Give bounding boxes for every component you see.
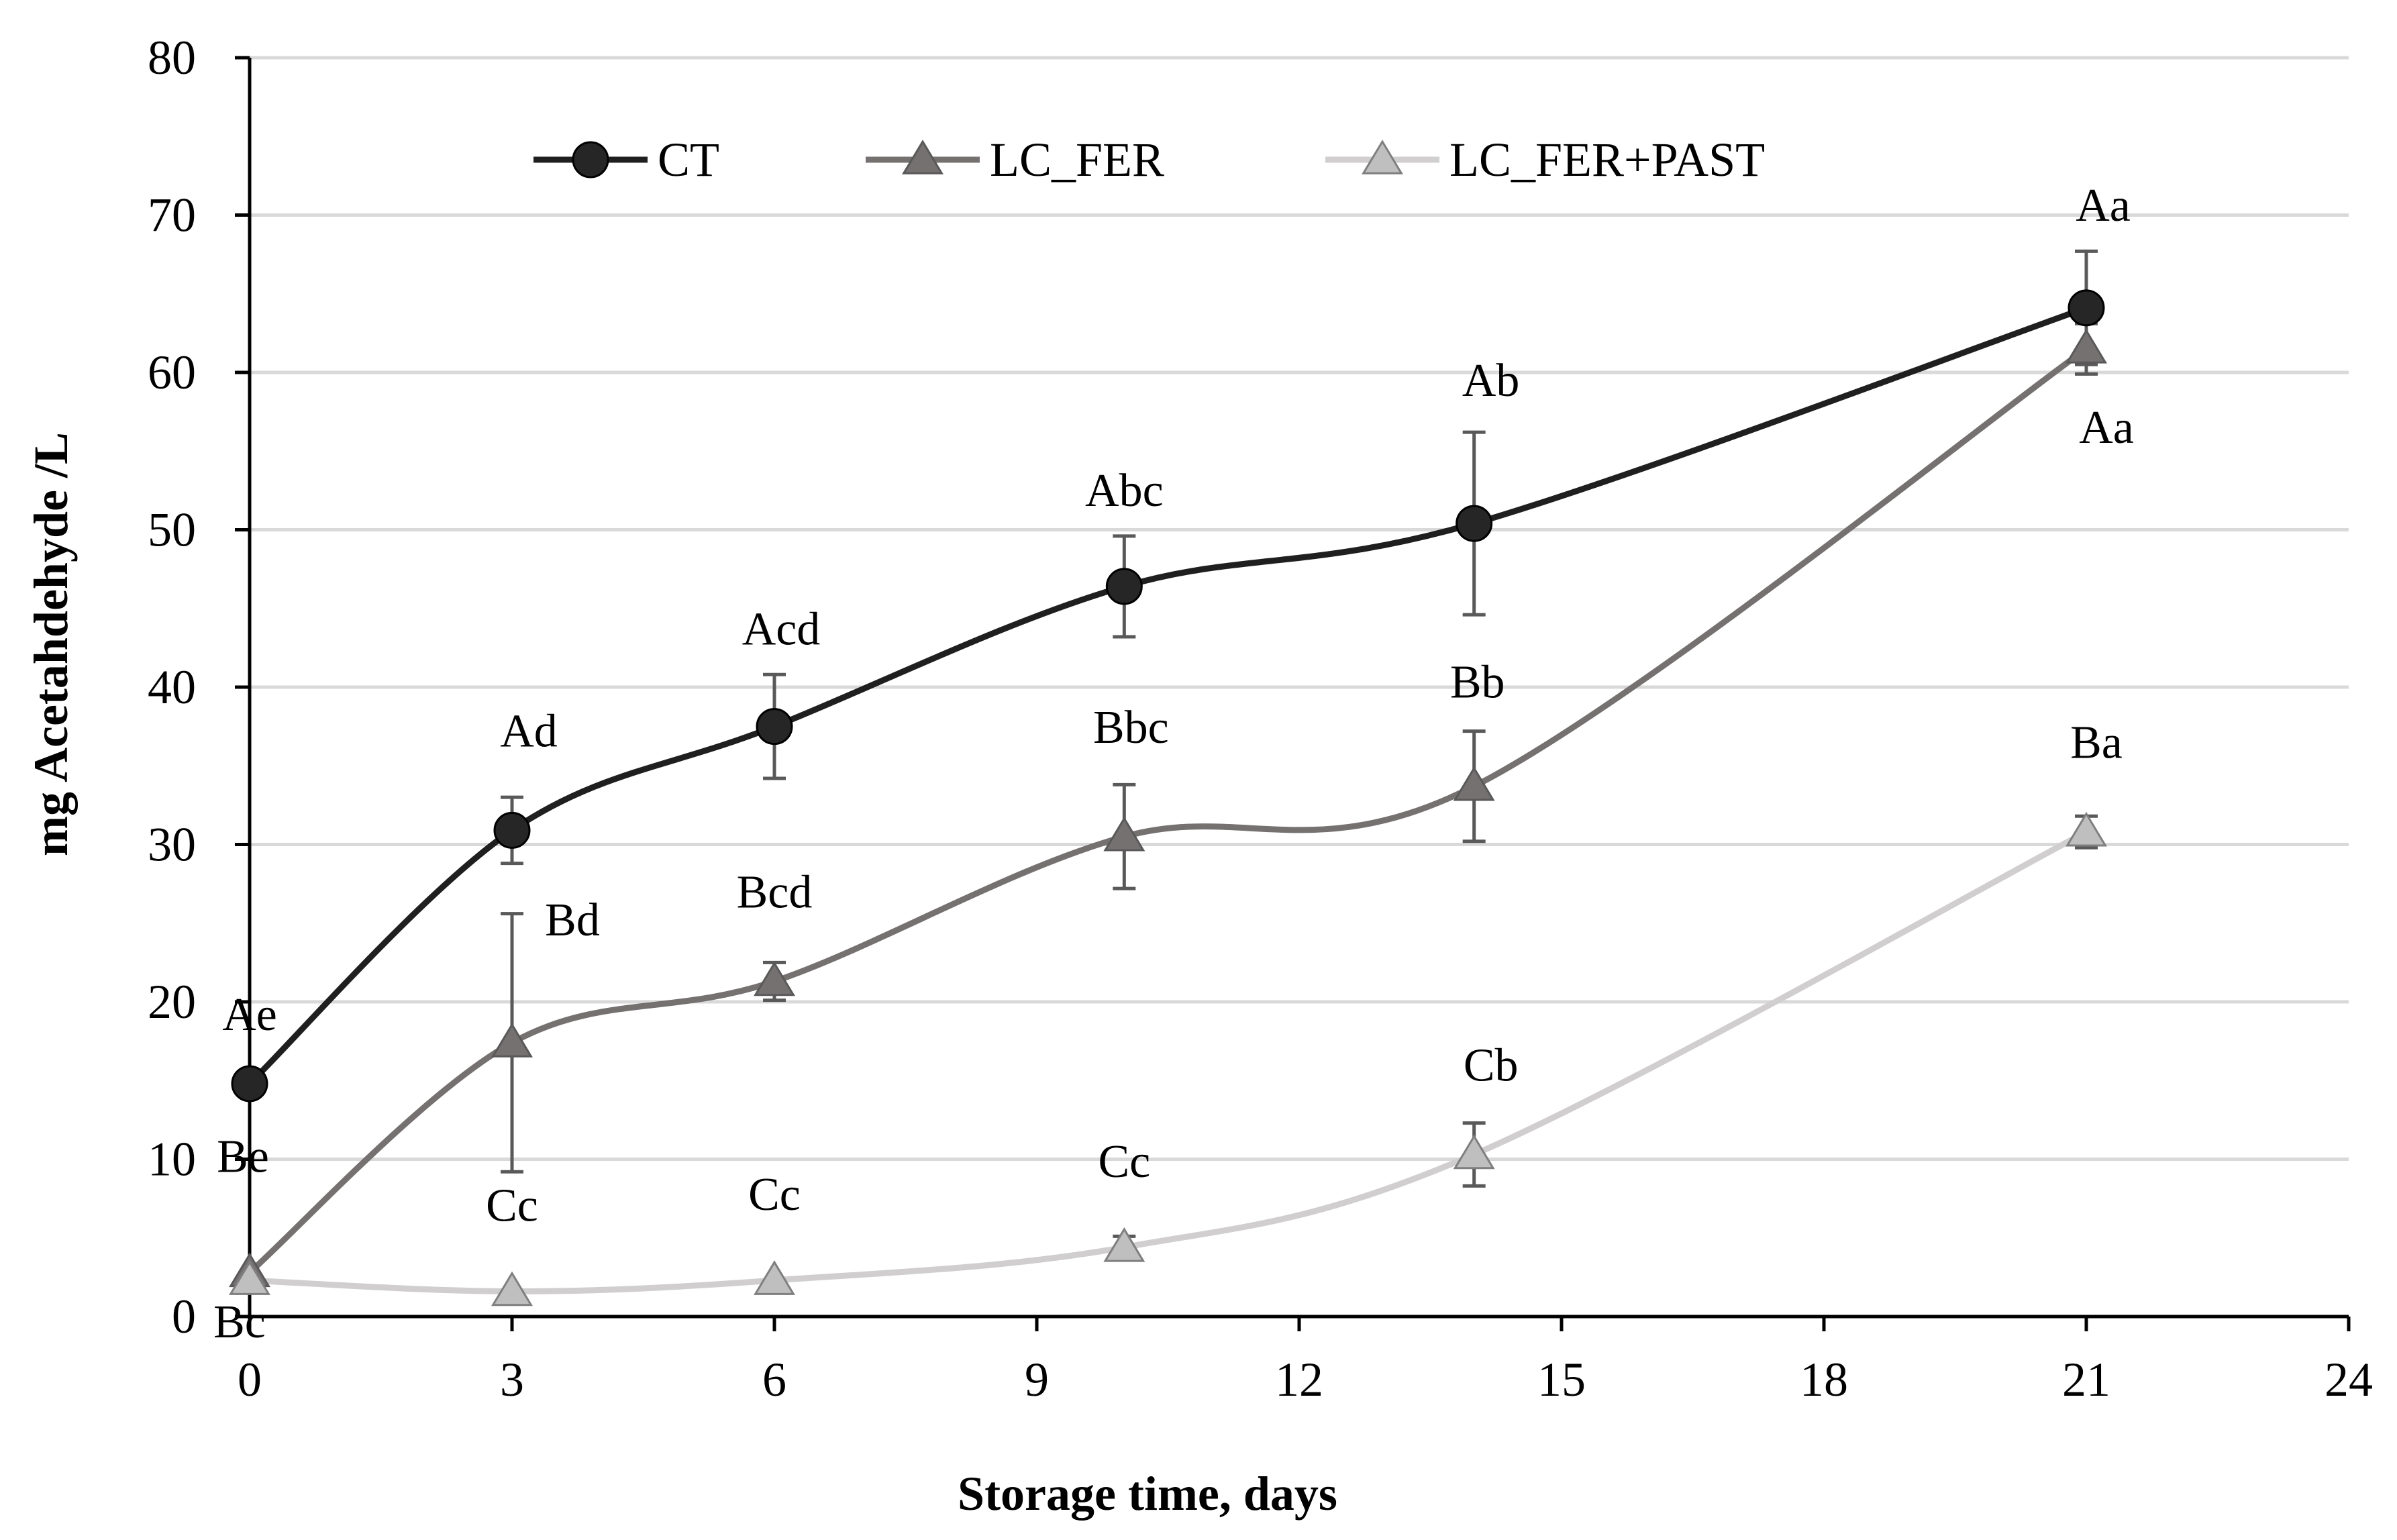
significance-letter: Ae — [222, 989, 277, 1041]
significance-letter: Bcd — [737, 867, 813, 919]
y-tick-label: 50 — [148, 503, 196, 557]
significance-letter: Cc — [486, 1180, 538, 1231]
y-tick-label: 10 — [148, 1133, 196, 1186]
x-tick-label: 24 — [2325, 1353, 2373, 1406]
legend-marker-LC_FER+PAST — [1362, 140, 1403, 174]
significance-letter: Cb — [1464, 1039, 1519, 1091]
y-tick-label: 0 — [172, 1290, 196, 1343]
error-bars — [501, 249, 2098, 1260]
x-tick-label: 0 — [238, 1353, 262, 1406]
significance-letter: Ab — [1462, 355, 1520, 407]
data-point-LC_FER+PAST — [1453, 1134, 1495, 1170]
data-point-LC_FER+PAST — [1103, 1227, 1145, 1262]
legend-marker-CT — [572, 141, 609, 178]
y-axis-ticks: 0 10 20 30 40 50 60 70 80 — [148, 31, 250, 1343]
significance-letter: Cc — [748, 1169, 801, 1221]
legend-marker-LC_FER — [902, 140, 944, 174]
y-tick-label: 60 — [148, 346, 196, 399]
significance-letter: Acd — [742, 604, 821, 656]
significance-letter: Cc — [1098, 1136, 1150, 1188]
data-point-LC_FER — [2066, 328, 2107, 364]
y-tick-label: 30 — [148, 818, 196, 872]
data-point-LC_FER — [1103, 816, 1145, 852]
data-point-CT — [1105, 568, 1143, 605]
significance-letter: Aa — [2076, 180, 2131, 232]
y-axis-title: mg Acetahdehyde /L — [24, 432, 78, 856]
y-tick-label: 40 — [148, 660, 196, 714]
x-axis-title: Storage time, days — [958, 1467, 1337, 1521]
significance-letter: Aa — [2079, 402, 2134, 454]
y-tick-label: 70 — [148, 189, 196, 242]
x-tick-label: 21 — [2062, 1353, 2110, 1406]
data-point-CT — [231, 1065, 268, 1102]
legend-label-LC_FER+PAST: LC_FER+PAST — [1449, 133, 1765, 187]
significance-letter: Ba — [2070, 717, 2123, 769]
series-line-LC_FER — [246, 346, 2090, 1276]
significance-letter: Bb — [1450, 657, 1505, 709]
data-point-LC_FER — [1453, 766, 1495, 801]
x-tick-label: 3 — [500, 1353, 524, 1406]
legend: CT LC_FER LC_FER+PAST — [533, 133, 1765, 187]
x-tick-label: 12 — [1275, 1353, 1323, 1406]
data-point-LC_FER — [491, 1023, 533, 1058]
legend-label-LC_FER: LC_FER — [990, 133, 1164, 187]
data-point-LC_FER+PAST — [491, 1271, 533, 1306]
data-point-LC_FER — [754, 961, 795, 996]
significance-letter: Ad — [500, 705, 558, 757]
data-point-LC_FER+PAST — [2066, 811, 2107, 847]
data-point-CT — [1456, 505, 1493, 542]
y-tick-label: 20 — [148, 975, 196, 1029]
significance-letter: Abc — [1085, 465, 1164, 517]
data-point-LC_FER+PAST — [229, 1260, 270, 1295]
x-axis-ticks: 0 3 6 9 12 15 18 21 24 — [238, 1317, 2373, 1406]
data-point-CT — [493, 811, 531, 849]
x-tick-label: 15 — [1537, 1353, 1586, 1406]
data-markers — [229, 289, 2107, 1306]
significance-letter: Bbc — [1093, 702, 1169, 754]
x-tick-label: 6 — [762, 1353, 786, 1406]
series-lines — [246, 305, 2090, 1294]
significance-letter: Bc — [213, 1296, 266, 1348]
legend-label-CT: CT — [658, 133, 719, 187]
x-tick-label: 18 — [1800, 1353, 1848, 1406]
data-point-LC_FER+PAST — [754, 1260, 795, 1295]
data-point-CT — [2068, 289, 2105, 327]
gridlines — [250, 56, 2349, 1161]
data-point-CT — [756, 708, 793, 746]
series-line-CT — [246, 305, 2090, 1087]
x-tick-label: 9 — [1025, 1353, 1049, 1406]
significance-letter: Bd — [545, 894, 600, 946]
significance-letters: Ae Ad Acd Abc Ab Aa Be Bd Bcd Bbc Bb Aa Bc Cc Cc Cc Cb Ba — [213, 180, 2134, 1348]
y-tick-label: 80 — [148, 31, 196, 85]
significance-letter: Be — [217, 1131, 269, 1182]
